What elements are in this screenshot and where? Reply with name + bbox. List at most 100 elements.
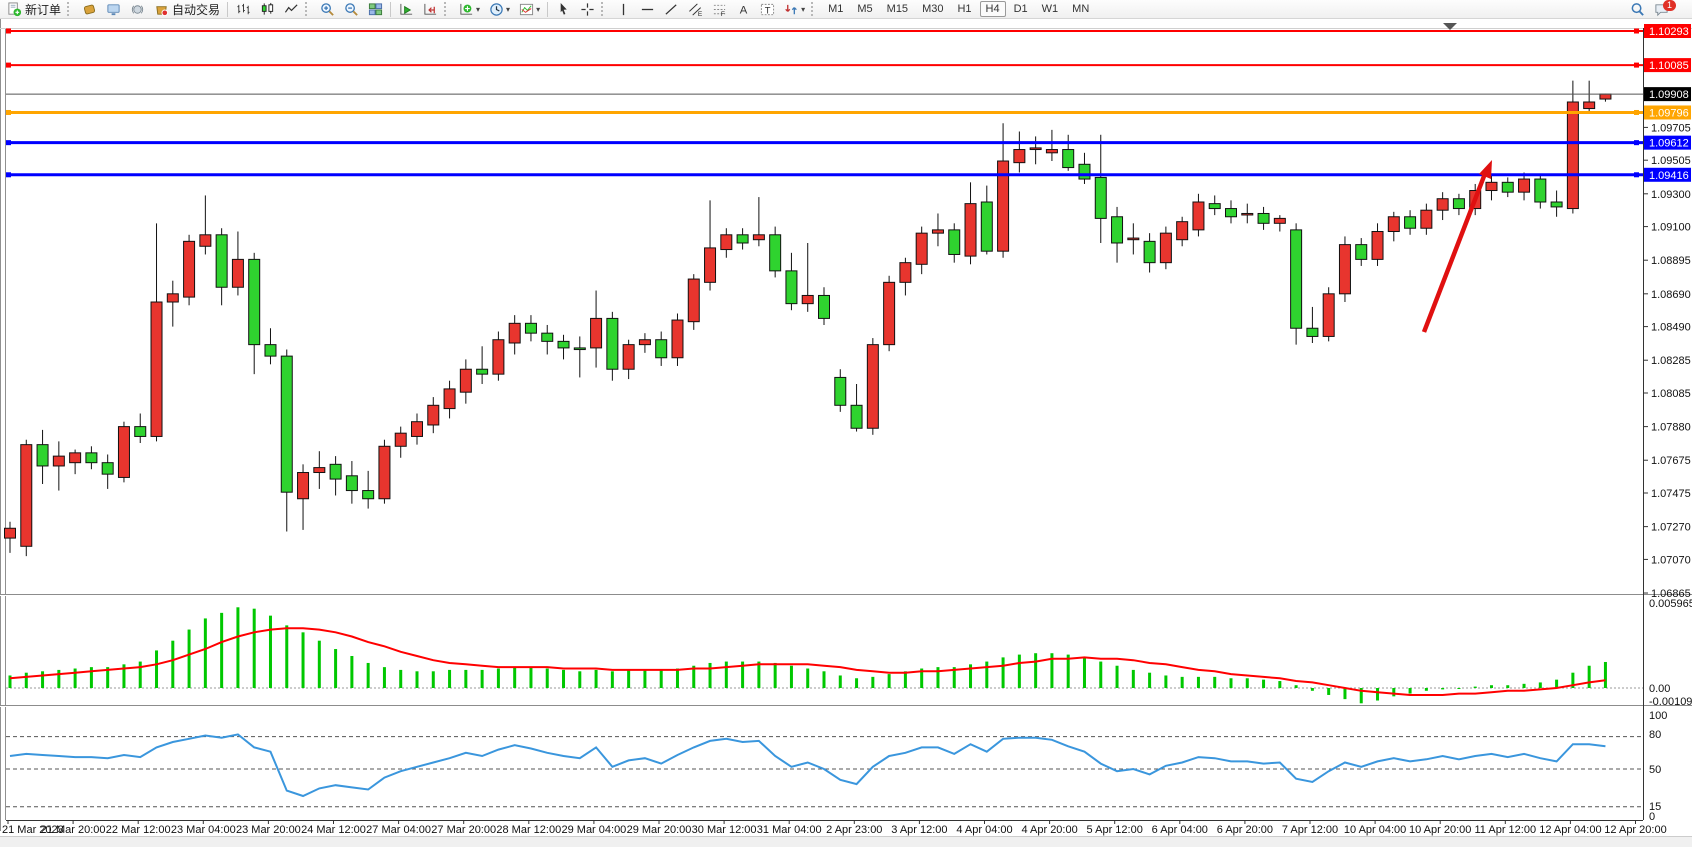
- svg-text:1.09100: 1.09100: [1651, 222, 1691, 234]
- svg-text:29 Mar 04:00: 29 Mar 04:00: [561, 824, 626, 836]
- templates-button[interactable]: ▾: [514, 0, 544, 19]
- market-watch-button[interactable]: [101, 0, 125, 19]
- autotrading-icon: [153, 1, 169, 17]
- svg-text:12 Apr 04:00: 12 Apr 04:00: [1539, 824, 1601, 836]
- fibonacci-button[interactable]: F: [707, 0, 731, 19]
- svg-text:30 Mar 12:00: 30 Mar 12:00: [692, 824, 757, 836]
- svg-text:3 Apr 12:00: 3 Apr 12:00: [891, 824, 947, 836]
- timeframe-m5-button[interactable]: M5: [857, 3, 873, 15]
- svg-text:4 Apr 04:00: 4 Apr 04:00: [956, 824, 1012, 836]
- svg-text:31 Mar 04:00: 31 Mar 04:00: [757, 824, 822, 836]
- vline-icon: [615, 1, 631, 17]
- price-chart[interactable]: 1.09705 1.09505 1.09300 1.09100 1.08895 1.086…: [0, 19, 1692, 847]
- svg-text:1.08490: 1.08490: [1651, 322, 1691, 334]
- timeframe-w1-button[interactable]: W1: [1041, 3, 1059, 15]
- svg-text:15: 15: [1649, 801, 1661, 813]
- svg-text:1.07270: 1.07270: [1651, 522, 1691, 534]
- text-label-icon: T: [759, 1, 775, 17]
- svg-text:T: T: [764, 5, 770, 15]
- vertical-line-button[interactable]: [611, 0, 635, 19]
- chart-area[interactable]: 1.09705 1.09505 1.09300 1.09100 1.08895 1.086…: [0, 19, 1692, 847]
- trendline-button[interactable]: [659, 0, 683, 19]
- svg-text:0.005965: 0.005965: [1649, 598, 1692, 610]
- svg-text:-0.001096: -0.001096: [1649, 696, 1692, 708]
- autotrading-button-label: 自动交易: [172, 2, 221, 17]
- svg-text:1.08085: 1.08085: [1651, 388, 1691, 400]
- chart-shift-icon: [422, 1, 438, 17]
- svg-text:28 Mar 12:00: 28 Mar 12:00: [496, 824, 561, 836]
- bar-chart-button[interactable]: [231, 0, 255, 19]
- svg-text:10 Apr 20:00: 10 Apr 20:00: [1409, 824, 1471, 836]
- svg-text:23 Mar 04:00: 23 Mar 04:00: [171, 824, 236, 836]
- timeframe-m30-button[interactable]: M30: [922, 3, 944, 15]
- trend-arrow-head: [1479, 160, 1492, 179]
- zoom-in-icon: [319, 1, 335, 17]
- new-order-button[interactable]: 新订单: [2, 0, 65, 19]
- tile-windows-button[interactable]: [363, 0, 387, 19]
- svg-text:1.08690: 1.08690: [1651, 289, 1691, 301]
- chart-shift-button[interactable]: [418, 0, 442, 19]
- svg-text:21 Mar 20:00: 21 Mar 20:00: [41, 824, 106, 836]
- zoom-in-button[interactable]: [315, 0, 339, 19]
- auto-scroll-button[interactable]: [394, 0, 418, 19]
- cursor-button[interactable]: [551, 0, 575, 19]
- toolbar-separator: [811, 2, 818, 16]
- rsi-line: [9, 733, 1606, 798]
- new-chart-button[interactable]: [77, 0, 101, 19]
- candlestick-chart-button[interactable]: [255, 0, 279, 19]
- periods-button[interactable]: ▾: [484, 0, 514, 19]
- timeframe-h1-button[interactable]: H1: [957, 3, 972, 15]
- crosshair-button[interactable]: [575, 0, 599, 19]
- toolbar-separator: [305, 2, 312, 16]
- svg-text:1.07070: 1.07070: [1651, 554, 1691, 566]
- channel-icon: E: [687, 1, 703, 17]
- crosshair-icon: [579, 1, 595, 17]
- svg-text:1.07675: 1.07675: [1651, 455, 1691, 467]
- window-bottom-strip: [0, 836, 1692, 847]
- svg-text:F: F: [720, 11, 724, 17]
- svg-text:23 Mar 20:00: 23 Mar 20:00: [236, 824, 301, 836]
- toolbar-separator: [390, 1, 392, 17]
- text-label-button[interactable]: T: [755, 0, 779, 19]
- timeframe-m15-button[interactable]: M15: [886, 3, 909, 15]
- svg-text:0.00: 0.00: [1649, 683, 1670, 695]
- svg-text:1.08895: 1.08895: [1651, 255, 1691, 267]
- svg-text:24 Mar 12:00: 24 Mar 12:00: [301, 824, 366, 836]
- text-button[interactable]: A: [731, 0, 755, 19]
- navigator-button[interactable]: [125, 0, 149, 19]
- svg-text:0: 0: [1649, 811, 1655, 823]
- svg-text:1.09300: 1.09300: [1651, 189, 1691, 201]
- text-a-icon: A: [735, 1, 751, 17]
- chevron-down-icon: ▾: [536, 4, 541, 14]
- timeframe-h4-button[interactable]: H4: [979, 1, 1006, 17]
- zoom-out-button[interactable]: [339, 0, 363, 19]
- svg-text:5 Apr 12:00: 5 Apr 12:00: [1087, 824, 1143, 836]
- search-button[interactable]: [1625, 0, 1649, 19]
- timeframe-mn-button[interactable]: MN: [1072, 3, 1090, 15]
- toolbar-separator: [601, 2, 608, 16]
- templates-icon: [518, 1, 534, 17]
- line-chart-button[interactable]: [279, 0, 303, 19]
- search-icon: [1629, 1, 1645, 17]
- equidistant-channel-button[interactable]: E: [683, 0, 707, 19]
- svg-text:1.07880: 1.07880: [1651, 422, 1691, 434]
- indicators-button[interactable]: ▾: [454, 0, 484, 19]
- notifications-button[interactable]: 1: [1649, 0, 1686, 19]
- timeframe-m1-button[interactable]: M1: [828, 3, 844, 15]
- chevron-down-icon: ▾: [476, 4, 481, 14]
- notification-badge: 1: [1663, 0, 1676, 11]
- horizontal-line-button[interactable]: [635, 0, 659, 19]
- svg-text:1.09908: 1.09908: [1649, 89, 1689, 101]
- indicators-icon: [458, 1, 474, 17]
- svg-text:10 Apr 04:00: 10 Apr 04:00: [1344, 824, 1406, 836]
- arrows-button[interactable]: ▾: [779, 0, 809, 19]
- timeframe-d1-button[interactable]: D1: [1013, 3, 1028, 15]
- new-order-button-label: 新订单: [25, 2, 62, 17]
- auto-scroll-icon: [398, 1, 414, 17]
- autotrading-button[interactable]: 自动交易: [149, 0, 224, 19]
- svg-text:12 Apr 20:00: 12 Apr 20:00: [1604, 824, 1666, 836]
- macd-histogram: [8, 607, 1607, 704]
- new-order-icon: [6, 1, 22, 17]
- svg-text:27 Mar 04:00: 27 Mar 04:00: [366, 824, 431, 836]
- line-chart-icon: [283, 1, 299, 17]
